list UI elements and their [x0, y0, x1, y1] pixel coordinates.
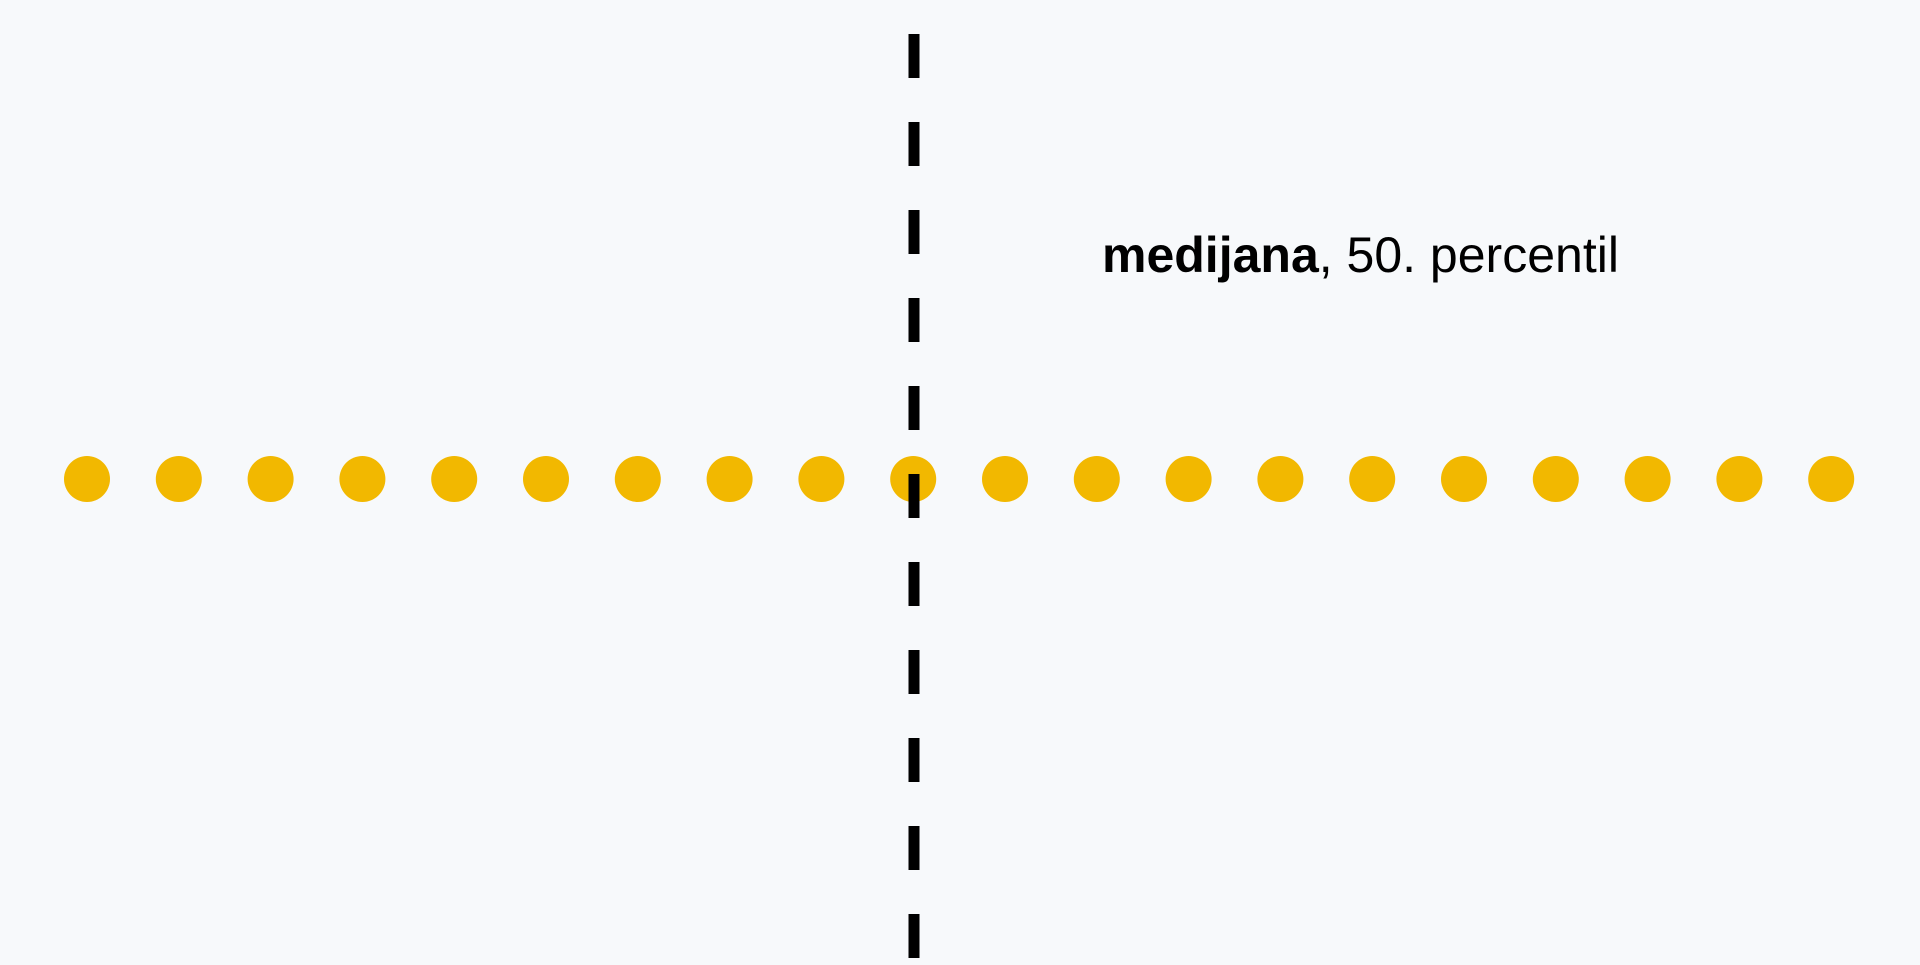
- data-dot: [1441, 456, 1487, 502]
- data-dot: [798, 456, 844, 502]
- data-dot: [1349, 456, 1395, 502]
- data-dot: [707, 456, 753, 502]
- data-dot: [1533, 456, 1579, 502]
- data-dot: [339, 456, 385, 502]
- data-dot: [431, 456, 477, 502]
- data-dot: [1625, 456, 1671, 502]
- median-description: , 50. percentil: [1319, 227, 1619, 283]
- data-dot: [156, 456, 202, 502]
- data-dot: [982, 456, 1028, 502]
- median-term: medijana: [1102, 227, 1319, 283]
- data-dot: [1074, 456, 1120, 502]
- data-dot: [1257, 456, 1303, 502]
- data-dot: [1808, 456, 1854, 502]
- dots-row: [64, 456, 1854, 502]
- median-annotation: medijana, 50. percentil: [1102, 230, 1619, 280]
- data-dot: [523, 456, 569, 502]
- data-dot: [1716, 456, 1762, 502]
- data-dot: [615, 456, 661, 502]
- data-dot: [64, 456, 110, 502]
- data-dot: [1166, 456, 1212, 502]
- data-dot: [248, 456, 294, 502]
